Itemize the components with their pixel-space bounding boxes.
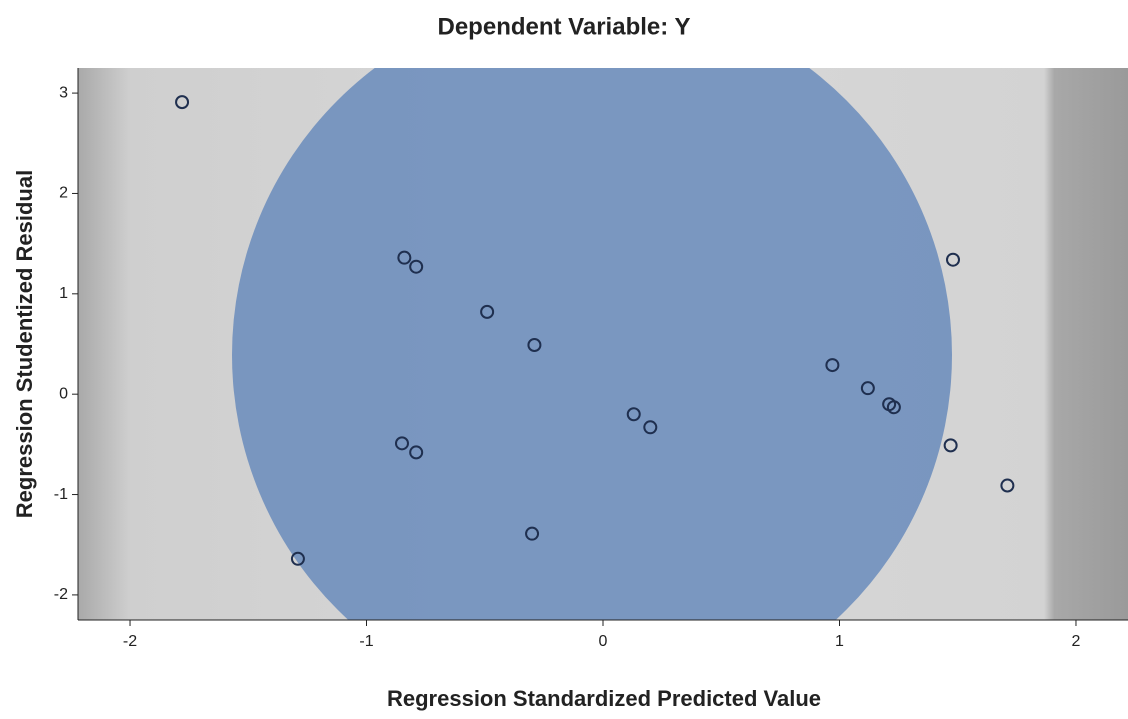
chart: Dependent Variable: Y Regression Standar… xyxy=(0,0,1128,719)
y-tick-label: -2 xyxy=(54,586,68,603)
x-tick-label: 2 xyxy=(1072,633,1081,650)
y-tick-label: 0 xyxy=(59,385,68,402)
x-tick-label: 0 xyxy=(599,633,608,650)
x-tick-label: -2 xyxy=(123,633,137,650)
y-tick-label: 1 xyxy=(59,285,68,302)
x-tick-label: -1 xyxy=(359,633,373,650)
watermark xyxy=(232,0,952,715)
y-axis-title: Regression Studentized Residual xyxy=(12,170,37,518)
y-tick-label: 3 xyxy=(59,84,68,101)
y-tick-label: -1 xyxy=(54,486,68,503)
y-tick-label: 2 xyxy=(59,185,68,202)
x-tick-label: 1 xyxy=(835,633,844,650)
x-axis-title: Regression Standardized Predicted Value xyxy=(387,686,821,711)
chart-title: Dependent Variable: Y xyxy=(438,13,691,40)
